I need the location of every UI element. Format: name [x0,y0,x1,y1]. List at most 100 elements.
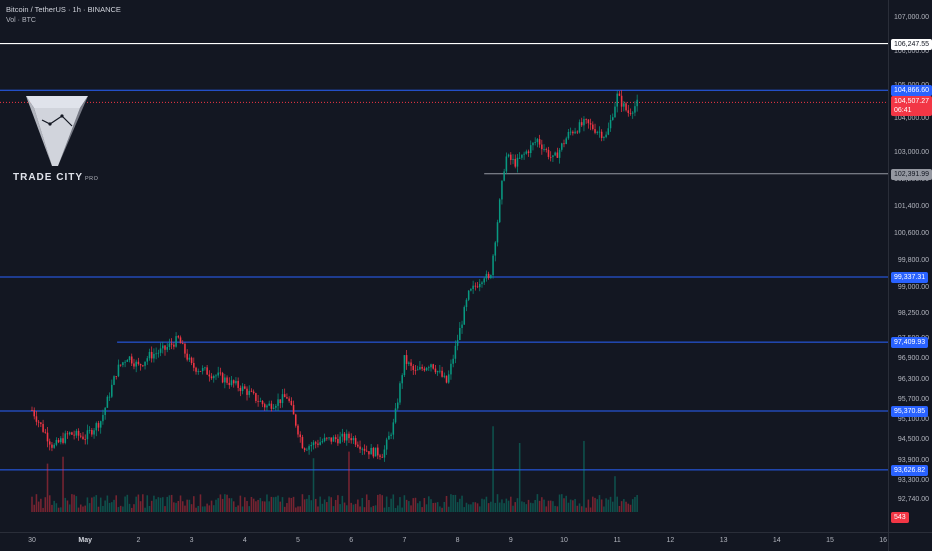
candle-body [108,396,111,398]
volume-bar [137,494,140,512]
time-scale[interactable]: 30 May 2 3 4 5 6 7 8 9 10 11 12 13 14 15 16 [0,532,888,551]
candle-body [627,110,630,114]
volume-bar [228,498,231,512]
candle-body [416,369,419,371]
volume-bar [281,497,284,512]
time-tick: 10 [560,537,568,544]
level-price-badge[interactable]: 106,247.55 [891,38,932,50]
volume-bar [443,501,446,512]
price-tick: 93,300.00 [897,476,929,484]
candle-body [266,405,268,408]
volume-bar [288,497,290,512]
candle-body [37,421,40,423]
price-tick: 103,000.00 [893,149,929,157]
candle-body [611,117,614,120]
candle-body [432,364,434,369]
volume-bar [456,502,459,512]
candle-body [390,434,392,436]
candle-body [303,448,306,451]
volume-bar [91,497,93,512]
candle-body [71,432,73,435]
price-tick: 104,000.00 [893,115,929,123]
volume-bar [164,506,166,512]
candle-body [441,370,443,377]
candle-body [257,400,259,402]
candle-body [79,435,82,437]
level-price-badge[interactable]: 104,866.60 [891,85,932,97]
candle-body [44,431,47,433]
volume-bar [270,496,273,512]
candle-body [139,364,142,366]
candle-body [150,351,153,359]
candle-body [332,437,335,442]
volume-bar [314,498,317,512]
candle-body [527,151,530,154]
price-scale[interactable]: 107,000.00 106,000.00 105,000.00 104,000.00… [888,0,932,532]
candle-body [478,283,481,288]
candle-body [113,376,115,385]
candle-body [275,405,277,408]
level-price-badge[interactable]: 99,337.31 [891,272,929,283]
candle-body [334,437,337,440]
volume-bar [496,494,499,512]
candle-body [339,436,341,444]
candle-body [88,430,91,431]
volume-bar [332,506,335,512]
volume-bar [232,501,235,512]
volume-bar [263,501,266,512]
volume-bar [177,500,180,512]
candle-body [55,439,58,445]
candle-body [532,142,534,146]
candle-body [133,363,135,367]
candle-body [130,356,133,364]
volume-bar [578,503,581,512]
volume-bar [142,494,144,512]
candle-body [521,154,523,158]
candle-body [341,433,344,437]
candle-body [310,445,313,447]
symbol-title[interactable]: Bitcoin / TetherUS · 1h · BINANCE [6,5,121,14]
current-price-badge[interactable]: 104,507.27 06:41 [891,96,932,117]
candle-body [587,119,590,124]
candle-body [144,361,146,366]
volume-bar [388,506,390,512]
volume-bar [195,507,197,512]
candle-body [454,345,457,359]
volume-indicator-label[interactable]: Vol · BTC [6,17,36,24]
candle-body [377,447,379,456]
volume-bar [308,495,310,512]
level-price-badge[interactable]: 95,370.85 [891,406,929,417]
volume-bar [505,498,508,512]
volume-bar [374,505,377,512]
candle-body [394,408,397,423]
candle-body [461,324,463,328]
candle-body [252,391,255,394]
volume-bar [115,495,118,512]
volume-bar [436,502,439,512]
level-price-badge[interactable]: 102,391.99 [891,168,932,180]
candle-body [86,430,89,440]
price-tick: 106,000.00 [893,47,929,55]
chart-pane[interactable]: Bitcoin / TetherUS · 1h · BINANCE Vol · … [0,0,888,532]
volume-bar [623,499,625,512]
candle-body [248,390,251,395]
volume-bar [392,494,395,512]
volume-bar [445,495,448,512]
logo-name: TRADE CITY [13,172,83,183]
level-price-badge[interactable]: 93,626.82 [891,464,929,476]
candle-body [352,438,355,441]
candle-body [330,437,333,442]
volume-bar [574,498,576,512]
candle-body [594,129,596,133]
volume-bar [614,476,616,512]
candle-body [512,158,514,160]
candle-body [40,422,42,425]
candle-body [199,371,202,372]
candle-body [569,131,572,133]
candle-body [224,377,226,383]
volume-bar [472,502,474,512]
price-tick: 107,000.00 [893,14,929,22]
volume-bar [173,502,175,512]
level-price-badge[interactable]: 97,409.93 [891,337,929,349]
price-chart[interactable] [0,0,888,532]
